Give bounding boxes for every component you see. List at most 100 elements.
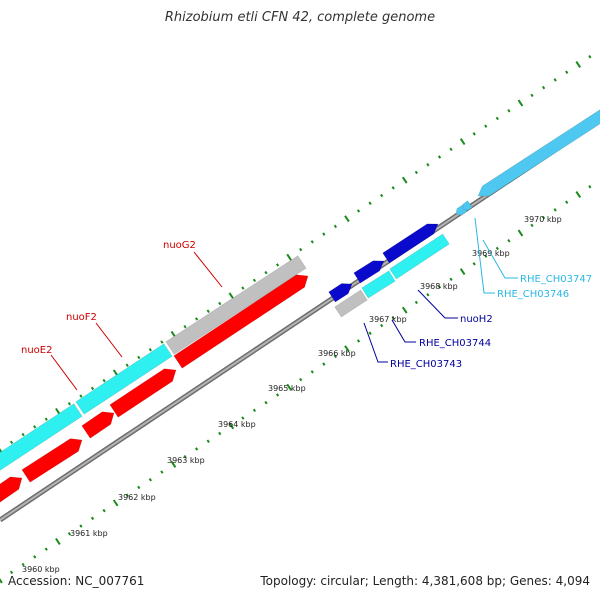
gene-blue[interactable]	[382, 223, 439, 264]
scale-tick	[264, 270, 268, 275]
scale-tick	[218, 431, 222, 436]
scale-tick	[541, 85, 546, 90]
genome-summary-text: Topology: circular; Length: 4,381,608 bp…	[260, 574, 590, 588]
gene-label-nuoE2[interactable]: nuoE2	[21, 345, 52, 356]
gene-red[interactable]	[173, 274, 309, 369]
scale-label: 3966 kbp	[318, 349, 356, 358]
scale-tick	[565, 200, 569, 204]
scale-label: 3960 kbp	[22, 565, 60, 574]
scale-tick	[228, 292, 235, 300]
scale-tick	[380, 323, 384, 328]
scale-tick	[55, 537, 61, 545]
scale-tick	[575, 61, 582, 68]
scale-tick	[67, 532, 72, 536]
scale-tick	[206, 439, 210, 443]
gene-label-rhe-ch03743[interactable]: RHE_CH03743	[390, 359, 462, 370]
scale-label: 3968 kbp	[420, 282, 458, 291]
scale-tick	[437, 155, 442, 159]
scale-tick	[90, 516, 95, 521]
scale-tick	[484, 124, 488, 128]
accession-text: Accession: NC_007761	[8, 574, 145, 588]
scale-tick	[44, 547, 48, 551]
gene-label-nuoF2[interactable]: nuoF2	[66, 312, 97, 323]
scale-tick	[9, 570, 14, 575]
scale-tick	[299, 247, 303, 252]
gene-gray[interactable]	[165, 255, 307, 355]
scale-tick	[228, 422, 235, 430]
scale-tick	[495, 116, 499, 121]
scale-tick	[401, 306, 408, 314]
gene-gray[interactable]	[334, 289, 368, 318]
gene-cyan[interactable]	[0, 403, 83, 475]
gene-lightblue[interactable]	[477, 104, 600, 197]
scale-tick	[356, 209, 361, 213]
scale-tick	[322, 362, 326, 366]
scale-tick	[21, 432, 25, 437]
scale-tick	[588, 185, 592, 189]
scale-tick	[55, 407, 61, 415]
scale-tick	[102, 508, 106, 513]
scale-tick	[588, 55, 592, 59]
gene-cyan[interactable]	[75, 343, 173, 415]
gene-lightblue[interactable]	[462, 200, 473, 211]
gene-cyan[interactable]	[389, 233, 450, 280]
scale-tick	[252, 278, 257, 283]
gene-red[interactable]	[0, 476, 23, 506]
scale-tick	[333, 354, 338, 359]
scale-label: 3962 kbp	[118, 493, 156, 502]
scale-tick	[517, 99, 524, 107]
scale-tick	[170, 460, 177, 468]
scale-tick	[21, 562, 25, 567]
scale-tick	[414, 170, 418, 175]
scale-tick	[79, 524, 83, 528]
scale-label: 3964 kbp	[218, 420, 256, 429]
gene-blue[interactable]	[328, 283, 353, 303]
scale-tick	[530, 223, 534, 228]
scale-tick	[241, 416, 245, 420]
scale-tick	[344, 345, 350, 353]
scale-tick	[286, 253, 292, 261]
scale-tick	[79, 394, 83, 398]
gene-label-rhe-ch03747[interactable]: RHE_CH03747	[520, 274, 592, 285]
scale-tick	[553, 208, 557, 212]
scale-tick	[275, 263, 280, 267]
gene-label-rhe-ch03744[interactable]: RHE_CH03744	[419, 338, 491, 349]
scale-tick	[160, 340, 164, 344]
scale-tick	[33, 425, 37, 429]
gene-label-nuoH2[interactable]: nuoH2	[460, 314, 493, 325]
scale-tick	[44, 417, 48, 421]
scale-tick	[299, 377, 303, 382]
map-title: Rhizobium etli CFN 42, complete genome	[164, 10, 436, 25]
scale-tick	[183, 324, 187, 329]
scale-tick	[517, 229, 524, 237]
label-leaders	[50, 217, 518, 391]
scale-tick	[449, 277, 453, 282]
scale-tick	[541, 215, 546, 220]
scale-tick	[264, 400, 268, 405]
scale-tick	[125, 363, 129, 367]
gene-red[interactable]	[109, 368, 177, 418]
gene-label-nuoG2[interactable]: nuoG2	[163, 240, 196, 251]
scale-tick	[33, 555, 37, 559]
scale-tick	[218, 301, 222, 306]
scale-tick	[368, 331, 372, 335]
scale-tick	[391, 186, 395, 190]
scale-tick	[459, 138, 466, 146]
scale-tick	[310, 370, 314, 374]
scale-tick	[495, 246, 499, 251]
scale-tick	[148, 348, 152, 352]
gene-blue[interactable]	[353, 260, 385, 284]
gene-cyan[interactable]	[361, 270, 396, 299]
scale-tick	[183, 454, 187, 459]
scale-tick	[368, 201, 372, 205]
scale-tick	[484, 254, 488, 258]
scale-tick	[252, 408, 257, 413]
gene-label-rhe-ch03746[interactable]: RHE_CH03746	[497, 289, 569, 300]
gene-red[interactable]	[21, 438, 83, 483]
scale-tick	[437, 285, 442, 289]
scale-tick	[137, 355, 141, 360]
gene-red[interactable]	[81, 411, 115, 439]
scale-tick	[322, 232, 326, 236]
scale-tick	[194, 447, 199, 451]
